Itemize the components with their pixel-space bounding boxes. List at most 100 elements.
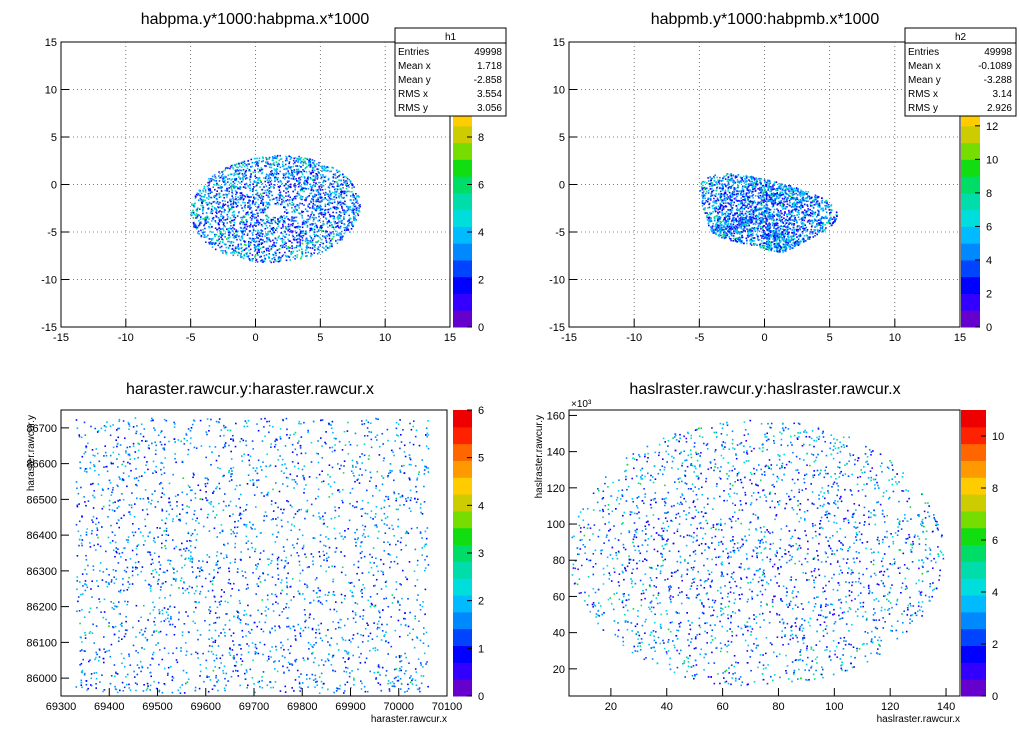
data-point [719,197,722,200]
data-point [762,215,765,217]
data-point [752,190,754,193]
data-point [813,229,815,231]
data-point [247,196,249,198]
data-point [246,177,249,179]
data-point [249,252,251,255]
data-point [349,199,352,201]
data-point [773,211,775,213]
data-point [346,205,348,208]
data-point [764,236,766,239]
data-point [345,187,348,190]
data-point [273,261,275,263]
data-point [765,234,768,236]
data-point [217,184,220,186]
data-point [254,217,256,219]
data-point [311,227,314,230]
data-point [257,212,259,215]
data-point [317,198,319,201]
data-point [763,197,765,199]
data-point [747,236,749,238]
data-point [229,221,232,224]
data-point [227,216,229,218]
data-point [271,170,273,172]
data-point [818,214,821,216]
data-point [814,204,816,206]
data-point [773,181,776,183]
data-point [304,240,307,242]
data-point [818,203,820,206]
data-point [279,158,282,160]
data-point [225,182,227,185]
palette-swatch [453,276,472,294]
data-point [235,202,237,204]
data-point [270,186,272,188]
data-point [784,189,787,192]
data-point [305,233,307,235]
data-point [234,169,237,172]
data-point [250,173,252,175]
data-point [311,223,314,225]
data-point [778,232,780,235]
data-point [768,196,771,198]
data-point [265,194,268,196]
data-point [290,168,292,171]
data-point [779,228,782,231]
data-point [278,186,281,189]
data-point [285,195,287,197]
data-point [782,251,784,253]
data-point [790,196,793,199]
data-point [727,196,729,198]
data-point [773,233,776,236]
data-point [211,226,213,228]
data-point [717,198,719,201]
data-point [304,177,306,179]
data-point [313,181,315,184]
data-point [775,233,777,235]
data-point [316,241,318,243]
data-point [227,167,229,169]
data-point [320,184,322,186]
data-point [346,178,349,180]
data-point [286,181,289,183]
palette-swatch [453,209,472,227]
data-point [746,221,748,223]
data-point [275,196,278,199]
data-point [253,198,256,200]
data-point [284,254,287,257]
data-point [323,223,325,225]
data-point [239,177,242,180]
data-point [314,179,316,181]
data-point [347,190,349,193]
data-point [227,205,229,207]
data-point [770,197,772,199]
data-point [328,234,331,237]
data-point [736,219,738,222]
data-point [801,219,804,221]
data-point [715,189,718,191]
data-point [240,162,243,165]
data-point [351,191,353,193]
data-point [241,216,244,219]
data-point [764,217,767,220]
data-point [783,249,785,252]
data-point [724,236,727,239]
data-point [312,198,315,201]
data-point [712,204,715,207]
data-point [715,201,717,203]
data-point [232,167,235,170]
data-point [328,213,331,216]
data-point [302,169,304,171]
data-point [353,205,356,208]
data-point [262,204,265,207]
data-point [769,214,772,216]
data-point [746,234,749,237]
data-point [747,199,749,201]
data-point [730,234,733,237]
data-point [273,245,276,247]
data-point [309,227,312,230]
data-point [721,213,723,215]
data-point [247,254,250,257]
data-point [262,246,265,248]
data-point [287,247,290,249]
data-point [271,245,273,248]
